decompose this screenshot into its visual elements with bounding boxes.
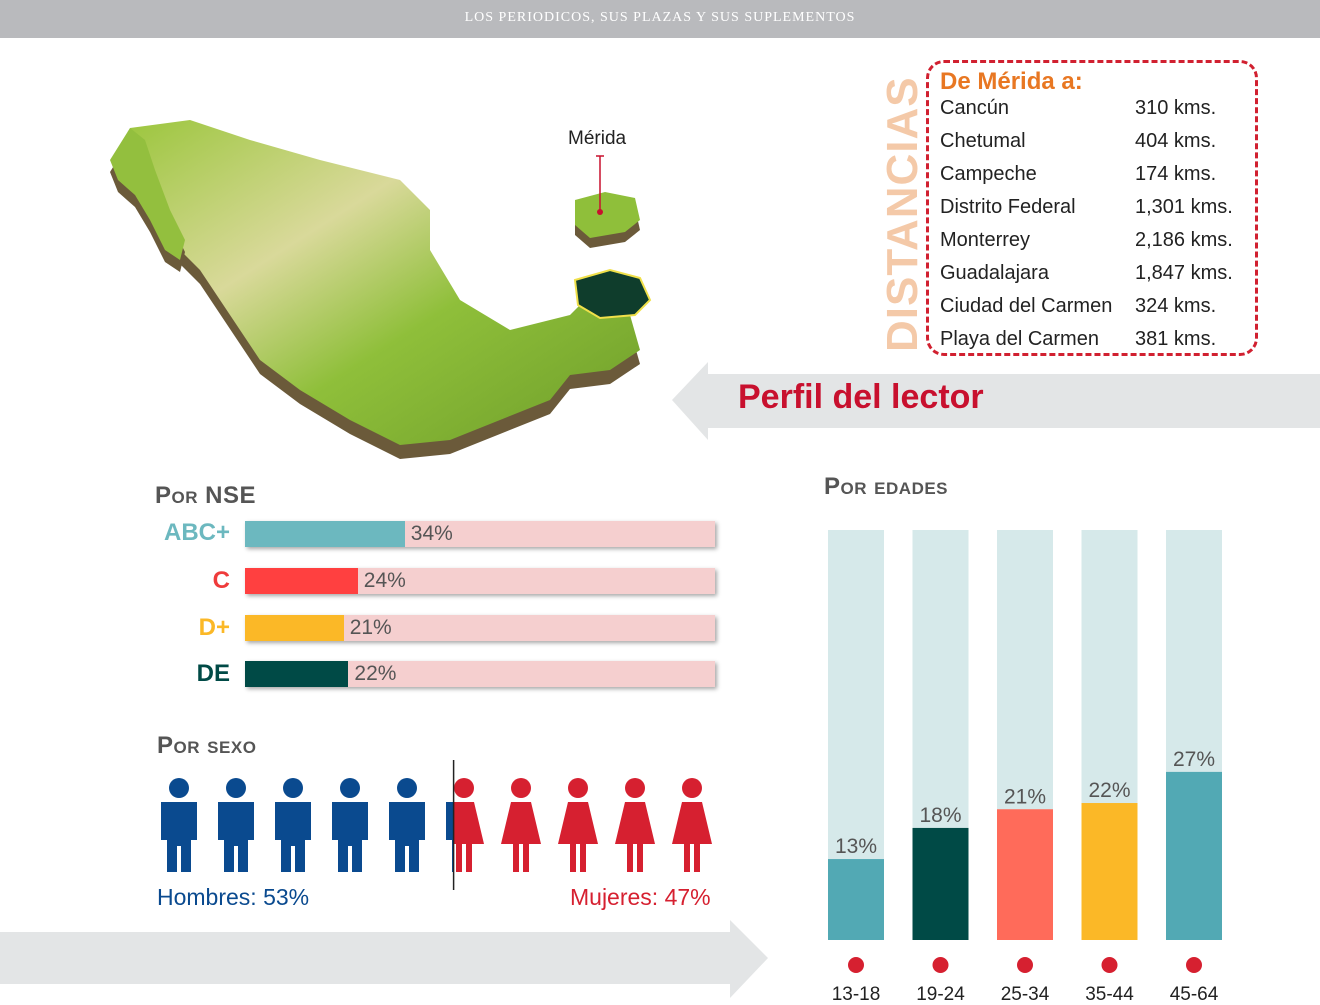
edades-dot <box>848 957 864 973</box>
edades-bar <box>828 859 884 940</box>
nse-label-c: C <box>212 567 230 594</box>
nse-value-abc: 34% <box>410 522 453 545</box>
distance-city: Distrito Federal <box>940 196 1076 218</box>
edades-value-label: 18% <box>919 804 961 827</box>
distance-row: Playa del Carmen 381 kms. <box>940 328 1240 358</box>
distance-row: Cancún 310 kms. <box>940 97 1240 127</box>
sexo-section-title: Por sexo <box>157 732 257 759</box>
nse-track-de: 22% <box>245 661 715 687</box>
woman-figure-partial <box>453 778 484 872</box>
distance-km: 2,186 kms. <box>1135 229 1233 251</box>
distance-row: Guadalajara 1,847 kms. <box>940 262 1240 292</box>
distance-row: Monterrey 2,186 kms. <box>940 229 1240 259</box>
nse-bar-c <box>245 568 358 594</box>
nse-bar-abc <box>245 521 405 547</box>
man-figure-partial <box>446 802 454 872</box>
distance-city: Guadalajara <box>940 262 1049 284</box>
woman-figure <box>558 778 598 872</box>
nse-track-d-plus: 21% <box>245 615 715 641</box>
distances-box <box>926 60 1258 356</box>
edades-value-label: 27% <box>1173 748 1215 771</box>
mujeres-label: Mujeres: 47% <box>570 884 711 910</box>
nse-track-c: 24% <box>245 568 715 594</box>
edades-chart: 13% 13-18 18% 19-24 21% 25-34 22% 35-44 27% 45-64 <box>828 530 1222 1000</box>
nse-label-abc: ABC+ <box>163 519 230 546</box>
nse-track-abc: 34% <box>245 521 715 547</box>
distance-city: Monterrey <box>940 229 1031 251</box>
edades-tick-label: 19-24 <box>916 984 965 1000</box>
nse-label-de: DE <box>196 660 230 687</box>
woman-figure <box>501 778 541 872</box>
edades-bar <box>1166 771 1222 940</box>
edades-tick-label: 35-44 <box>1085 984 1134 1000</box>
nse-label-d-plus: D+ <box>198 614 230 641</box>
woman-figure <box>672 778 712 872</box>
man-figure <box>332 778 368 872</box>
distance-km: 324 kms. <box>1135 295 1217 317</box>
edades-value-label: 22% <box>1088 779 1130 802</box>
distance-city: Playa del Carmen <box>940 328 1099 350</box>
distance-row: Campeche 174 kms. <box>940 163 1240 193</box>
nse-bar-d-plus <box>245 615 344 641</box>
nse-value-d-plus: 21% <box>349 616 392 639</box>
man-figure <box>161 778 197 872</box>
distance-km: 310 kms. <box>1135 97 1217 119</box>
page-header: LOS PERIODICOS, SUS PLAZAS Y SUS SUPLEME… <box>0 0 1320 38</box>
distance-row: Ciudad del Carmen 324 kms. <box>940 295 1240 325</box>
edades-bar <box>912 827 969 940</box>
perfil-lector-title: Perfil del lector <box>738 378 984 416</box>
distance-row: Chetumal 404 kms. <box>940 130 1240 160</box>
distance-city: Ciudad del Carmen <box>940 295 1113 317</box>
edades-value-label: 13% <box>835 835 877 858</box>
edades-dot <box>1017 957 1033 973</box>
edades-tick-label: 13-18 <box>832 984 881 1000</box>
mexico-map-illustration <box>110 120 652 459</box>
distance-km: 1,301 kms. <box>1135 196 1233 218</box>
bottom-arrow-banner <box>0 920 768 998</box>
nse-section-title: Por NSE <box>155 482 257 509</box>
distance-city: Chetumal <box>940 130 1026 152</box>
man-figure <box>218 778 254 872</box>
edades-tick-label: 45-64 <box>1170 984 1219 1000</box>
distance-km: 381 kms. <box>1135 328 1217 350</box>
nse-value-de: 22% <box>354 662 397 685</box>
perfil-arrow-banner <box>672 362 1320 440</box>
nse-bar-de <box>245 661 349 687</box>
distance-km: 174 kms. <box>1135 163 1217 185</box>
sexo-pictogram <box>161 760 712 890</box>
edades-dot <box>1186 957 1202 973</box>
nse-value-c: 24% <box>363 569 406 592</box>
distance-km: 404 kms. <box>1135 130 1217 152</box>
woman-figure <box>615 778 655 872</box>
man-figure <box>275 778 311 872</box>
distance-city: Cancún <box>940 97 1009 119</box>
edades-dot <box>1101 957 1118 973</box>
hombres-label: Hombres: 53% <box>157 884 310 910</box>
man-figure <box>389 778 425 872</box>
distance-row: Distrito Federal 1,301 kms. <box>940 196 1240 226</box>
distances-title: De Mérida a: <box>940 68 1083 95</box>
edades-dot <box>932 957 949 973</box>
distance-km: 1,847 kms. <box>1135 262 1233 284</box>
distance-city: Campeche <box>940 163 1037 185</box>
edades-bar <box>997 809 1053 940</box>
edades-value-label: 21% <box>1004 785 1046 808</box>
edades-section-title: Por edades <box>824 473 949 500</box>
distancias-vertical-title: DISTANCIAS <box>878 76 927 352</box>
merida-map-label: Mérida <box>568 128 627 149</box>
edades-tick-label: 25-34 <box>1001 984 1050 1000</box>
edades-bar <box>1081 803 1138 940</box>
